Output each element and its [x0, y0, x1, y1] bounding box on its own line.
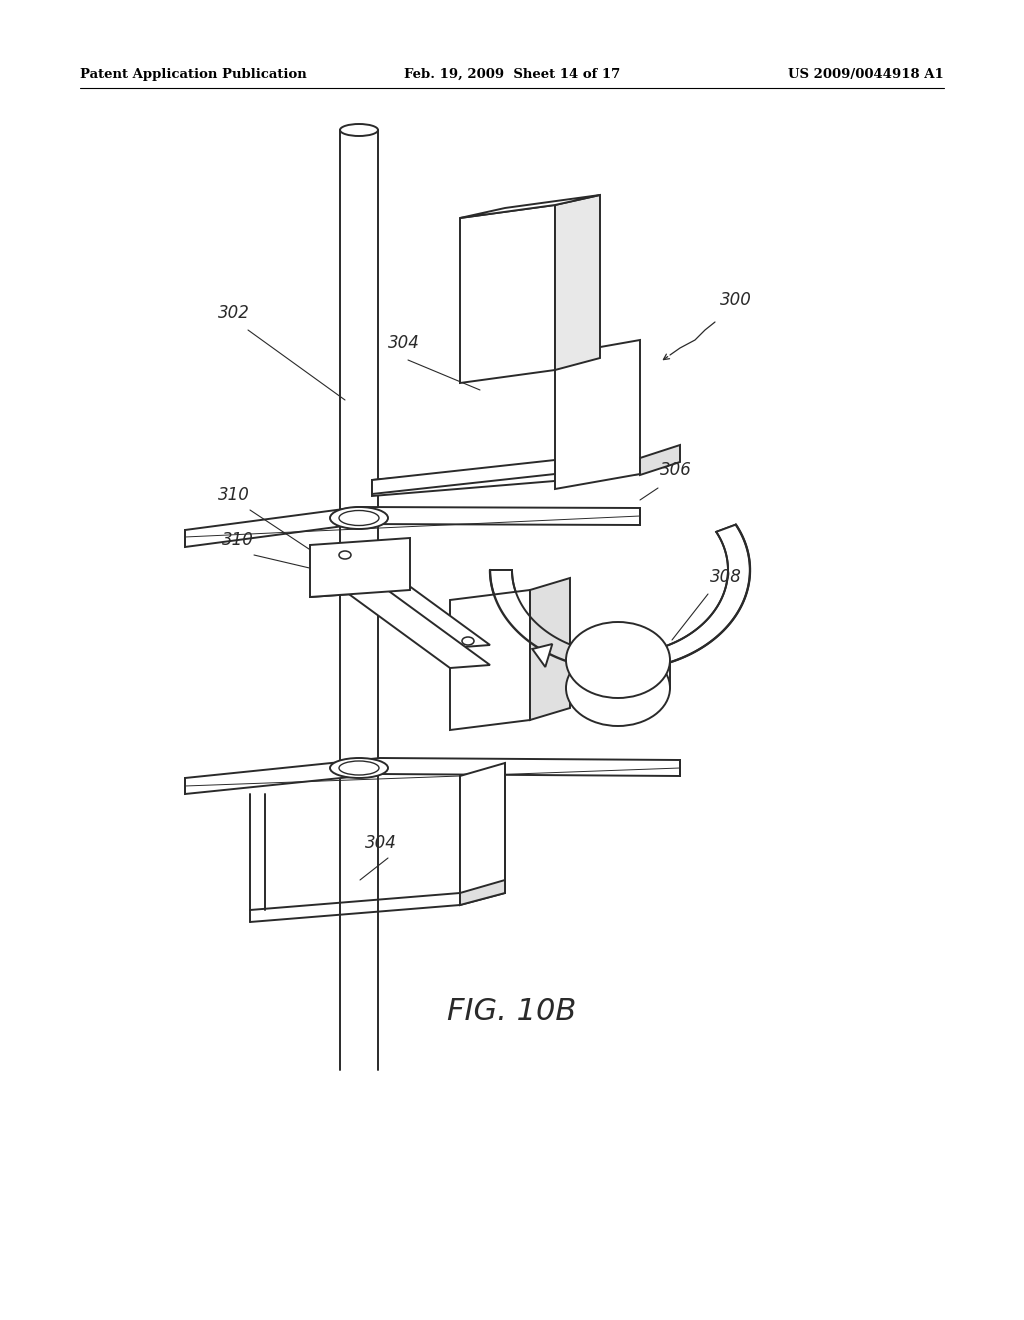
Polygon shape: [460, 205, 555, 383]
Ellipse shape: [340, 124, 378, 136]
Polygon shape: [185, 758, 680, 795]
Polygon shape: [319, 570, 490, 668]
Text: 302: 302: [218, 304, 250, 322]
Ellipse shape: [462, 638, 474, 645]
Text: 306: 306: [660, 461, 692, 479]
Text: Patent Application Publication: Patent Application Publication: [80, 69, 307, 81]
Polygon shape: [460, 763, 505, 906]
Polygon shape: [490, 524, 750, 671]
Polygon shape: [372, 459, 555, 494]
Ellipse shape: [339, 550, 351, 558]
Text: 304: 304: [365, 834, 397, 851]
Polygon shape: [640, 445, 680, 475]
Ellipse shape: [566, 622, 670, 698]
Text: Feb. 19, 2009  Sheet 14 of 17: Feb. 19, 2009 Sheet 14 of 17: [403, 69, 621, 81]
Polygon shape: [310, 539, 410, 597]
Text: 310: 310: [222, 531, 254, 549]
Polygon shape: [555, 341, 640, 488]
Polygon shape: [185, 507, 640, 546]
Polygon shape: [372, 458, 640, 496]
Text: FIG. 10B: FIG. 10B: [447, 997, 577, 1026]
Text: 304: 304: [388, 334, 420, 352]
Text: 308: 308: [710, 568, 741, 586]
Text: 300: 300: [720, 290, 752, 309]
Text: 310: 310: [218, 486, 250, 504]
Ellipse shape: [330, 507, 388, 529]
Text: US 2009/0044918 A1: US 2009/0044918 A1: [788, 69, 944, 81]
Polygon shape: [460, 880, 505, 906]
Polygon shape: [460, 195, 600, 218]
Ellipse shape: [566, 649, 670, 726]
Polygon shape: [530, 578, 570, 719]
Polygon shape: [450, 590, 530, 730]
Polygon shape: [532, 644, 552, 667]
Polygon shape: [319, 550, 490, 648]
Polygon shape: [555, 195, 600, 370]
Ellipse shape: [330, 758, 388, 777]
